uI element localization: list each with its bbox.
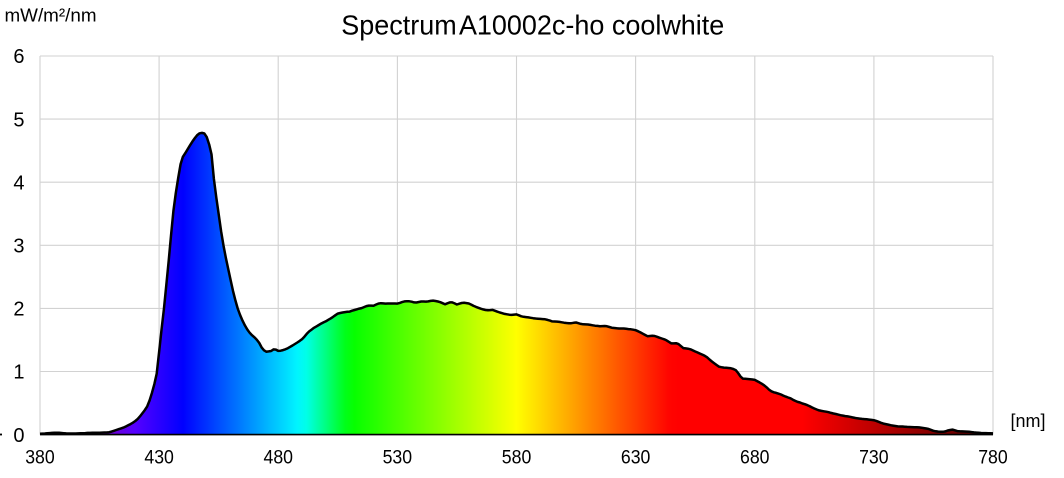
svg-text:730: 730 xyxy=(859,446,889,468)
svg-text:2: 2 xyxy=(13,299,24,321)
svg-text:4: 4 xyxy=(13,172,24,194)
svg-text:630: 630 xyxy=(621,446,651,468)
svg-text:780: 780 xyxy=(978,446,1008,468)
svg-text:680: 680 xyxy=(740,446,770,468)
svg-text:5: 5 xyxy=(13,109,24,131)
svg-text:380: 380 xyxy=(25,446,55,468)
svg-text:mW/m²/nm: mW/m²/nm xyxy=(5,5,97,26)
svg-text:[nm]: [nm] xyxy=(1011,410,1046,431)
svg-text:1: 1 xyxy=(13,362,24,384)
svg-text:Spectrum A10002c-ho coolwhite: Spectrum A10002c-ho coolwhite xyxy=(341,10,724,41)
svg-text:3: 3 xyxy=(13,236,24,258)
svg-text:480: 480 xyxy=(264,446,294,468)
svg-text:0: 0 xyxy=(13,425,24,447)
svg-text:430: 430 xyxy=(144,446,174,468)
svg-text:6: 6 xyxy=(13,46,24,68)
svg-text:580: 580 xyxy=(502,446,532,468)
svg-text:530: 530 xyxy=(383,446,413,468)
